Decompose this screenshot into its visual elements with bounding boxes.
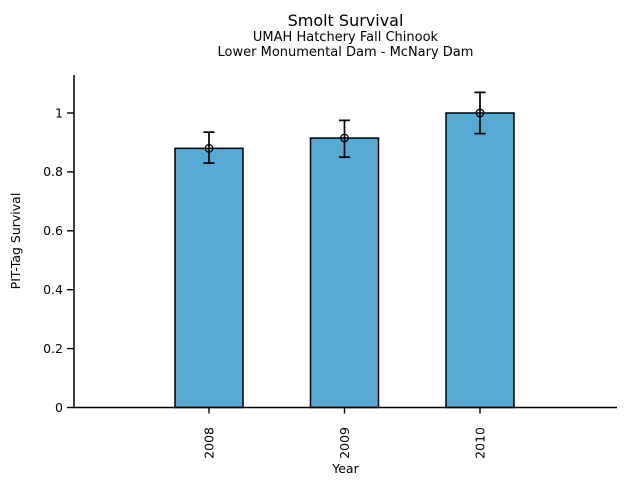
y-tick-label: 0.6 bbox=[43, 223, 63, 238]
x-tick-label-2010: 2010 bbox=[472, 427, 487, 459]
bar-2009 bbox=[309, 137, 380, 409]
chart-title: Smolt Survival bbox=[287, 11, 404, 30]
y-tick-label: 0.4 bbox=[43, 282, 63, 297]
x-tick-label-2009: 2009 bbox=[337, 427, 352, 459]
bar-2010 bbox=[445, 112, 515, 409]
chart-subtitle-line2: Lower Monumental Dam - McNary Dam bbox=[217, 45, 474, 60]
y-tick-label: 0.2 bbox=[43, 341, 63, 356]
bar-2008 bbox=[174, 147, 244, 409]
point-marker-2009 bbox=[340, 133, 349, 143]
point-marker-2010 bbox=[475, 108, 485, 118]
point-marker-2008 bbox=[204, 143, 214, 153]
y-tick-label: 0.8 bbox=[43, 164, 63, 179]
y-tick-label: 1 bbox=[55, 105, 63, 120]
chart-subtitle-line1: UMAH Hatchery Fall Chinook bbox=[252, 30, 439, 45]
x-axis-label: Year bbox=[332, 461, 359, 476]
x-tick-label-2008: 2008 bbox=[201, 427, 216, 459]
y-tick-label: 0 bbox=[55, 400, 63, 415]
